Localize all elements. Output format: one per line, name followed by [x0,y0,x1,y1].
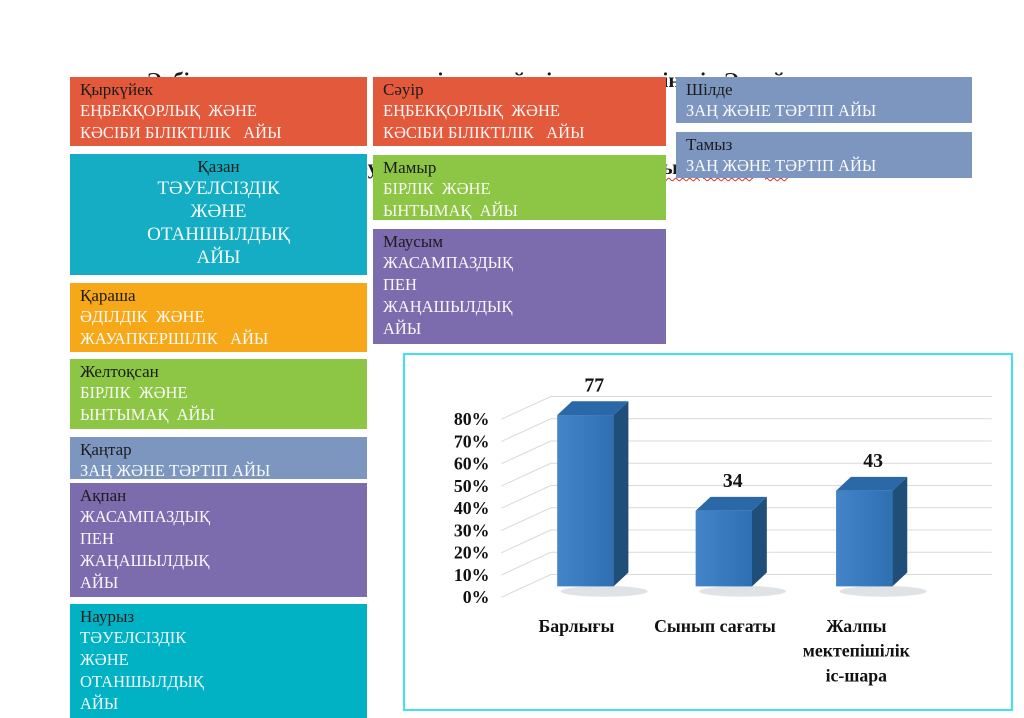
month-motto-line: ТӘУЕЛСІЗДІК [157,178,280,199]
month-name: Мамыр [383,158,437,177]
month-box-oct: Қазан ТӘУЕЛСІЗДІК ЖӘНЕ ОТАНШЫЛДЫҚ АЙЫ [70,154,367,275]
month-box-sep: Қыркүйек ЕҢБЕКҚОРЛЫҚ ЖӘНЕ КӘСІБИ БІЛІКТІЛІ… [70,77,367,146]
gridline [501,462,992,487]
bar-top-face [557,401,629,416]
month-name: Шілде [686,80,733,99]
bar-top-face [836,476,908,491]
month-name: Ақпан [80,486,127,505]
y-axis-tick-label: 10% [454,565,490,585]
bar-value-label: 77 [584,374,604,396]
month-motto-line: ПЕН [80,529,114,548]
month-motto-line: ЖАУАПКЕРШІЛІК АЙЫ [80,329,269,348]
month-motto-line: ЖӘНЕ [190,201,247,222]
month-motto-line: ОТАНШЫЛДЫҚ [147,224,290,245]
gridline [501,396,992,420]
gridline [501,440,992,465]
x-axis-category-label: Барлығы [539,616,615,636]
month-name: Наурыз [80,607,135,626]
month-motto-line: ЗАҢ ЖӘНЕ ТӘРТІП АЙЫ [686,101,877,120]
month-motto-line: КӘСІБИ БІЛІКТІЛІК АЙЫ [383,123,585,142]
bar-side-face [892,476,908,587]
month-motto-line: АЙЫ [80,694,119,713]
bar-value-label: 34 [723,470,743,492]
month-box-mar: Наурыз ТӘУЕЛСІЗДІК ЖӘНЕ ОТАНШЫЛДЫҚ АЙЫ [70,604,367,718]
month-motto-line: ЕҢБЕКҚОРЛЫҚ ЖӘНЕ [80,101,257,120]
month-motto-line: ЕҢБЕКҚОРЛЫҚ ЖӘНЕ [383,101,560,120]
y-axis-tick-label: 30% [454,520,490,540]
month-box-jun: Маусым ЖАСАМПАЗДЫҚ ПЕН ЖАҢАШЫЛДЫҚ АЙЫ [373,229,666,344]
month-name: Қыркүйек [80,80,153,99]
month-motto-line: АЙЫ [196,247,241,268]
y-axis-tick-label: 40% [454,498,490,518]
x-axis-category-label: Сынып сағаты [654,616,776,636]
month-motto-line: ЖАҢАШЫЛДЫҚ [80,551,210,570]
month-motto-line: ЖӘНЕ [80,650,129,669]
bar-shadow [560,585,648,597]
month-motto-line: ӘДІЛДІК ЖӘНЕ [80,307,205,326]
month-box-feb: Ақпан ЖАСАМПАЗДЫҚ ПЕН ЖАҢАШЫЛДЫҚ АЙЫ [70,483,367,597]
bar-front-face [557,415,614,587]
month-motto-line: ЫНТЫМАҚ АЙЫ [383,201,518,220]
month-motto-line: ЫНТЫМАҚ АЙЫ [80,405,215,424]
month-name: Маусым [383,232,444,251]
month-box-dec: Желтоқсан БІРЛІК ЖӘНЕ ЫНТЫМАҚ АЙЫ [70,359,367,429]
month-name: Қараша [80,286,136,305]
month-box-may: Мамыр БІРЛІК ЖӘНЕ ЫНТЫМАҚ АЙЫ [373,155,666,220]
gridline [501,418,992,442]
bar-chart-frame: 0% 10% 20% 30% 40% 50% 60% 70% 80% 77 34 43 Барлығы С… [403,353,1013,711]
month-motto-line: ОТАНШЫЛДЫҚ [80,672,204,691]
month-motto-line: ЖАСАМПАЗДЫҚ [80,507,210,526]
y-axis-tick-label: 20% [454,543,490,563]
bar-front-face [836,490,893,587]
bar-shadow [699,585,787,597]
month-motto-line: ЗАҢ ЖӘНЕ ТӘРТІП АЙЫ [686,156,877,175]
month-box-jan: Қаңтар ЗАҢ ЖӘНЕ ТӘРТІП АЙЫ [70,437,367,479]
month-box-aug: Тамыз ЗАҢ ЖӘНЕ ТӘРТІП АЙЫ [676,132,972,178]
month-motto-line: АЙЫ [383,319,422,338]
month-motto-line: АЙЫ [80,573,119,592]
bar-value-label: 43 [863,450,883,472]
y-axis-tick-label: 80% [454,409,490,429]
month-motto-line: БІРЛІК ЖӘНЕ [383,179,491,198]
month-name: Қаңтар [80,440,132,459]
bar-top-face [695,496,767,511]
month-motto-line: ТӘУЕЛСІЗДІК [80,628,187,647]
month-motto-line: ЖАСАМПАЗДЫҚ [383,253,513,272]
month-box-apr: Сәуір ЕҢБЕКҚОРЛЫҚ ЖӘНЕ КӘСІБИ БІЛІКТІЛІК А… [373,77,666,146]
bar-shadow [839,585,927,597]
y-axis-tick-label: 70% [454,431,490,451]
month-name: Тамыз [686,135,733,154]
y-axis-tick-label: 50% [454,476,490,496]
bar-front-face [695,510,753,587]
month-name: Сәуір [383,80,424,99]
x-axis-category-label: Жалпы [826,616,886,636]
month-motto-line: ПЕН [383,275,417,294]
month-name: Қазан [197,157,240,176]
month-motto-line: КӘСІБИ БІЛІКТІЛІК АЙЫ [80,123,282,142]
month-name: Желтоқсан [80,362,159,381]
x-axis-category-label: іс-шара [826,665,888,685]
y-axis-tick-label: 0% [463,587,490,607]
month-box-jul: Шілде ЗАҢ ЖӘНЕ ТӘРТІП АЙЫ [676,77,972,123]
bar-side-face [613,401,629,587]
month-motto-line: ЗАҢ ЖӘНЕ ТӘРТІП АЙЫ [80,461,271,479]
bar-side-face [752,496,767,587]
bar-chart: 0%10%20% 30%40%50%60% 70%80% 77 34 43 Барлығы С… [454,374,992,685]
x-axis-category-label: мектепішілік [803,641,911,661]
month-motto-line: ЖАҢАШЫЛДЫҚ [383,297,513,316]
month-motto-line: БІРЛІК ЖӘНЕ [80,383,188,402]
month-box-nov: Қараша ӘДІЛДІК ЖӘНЕ ЖАУАПКЕРШІЛІК АЙЫ [70,283,367,352]
y-axis-tick-label: 60% [454,454,490,474]
